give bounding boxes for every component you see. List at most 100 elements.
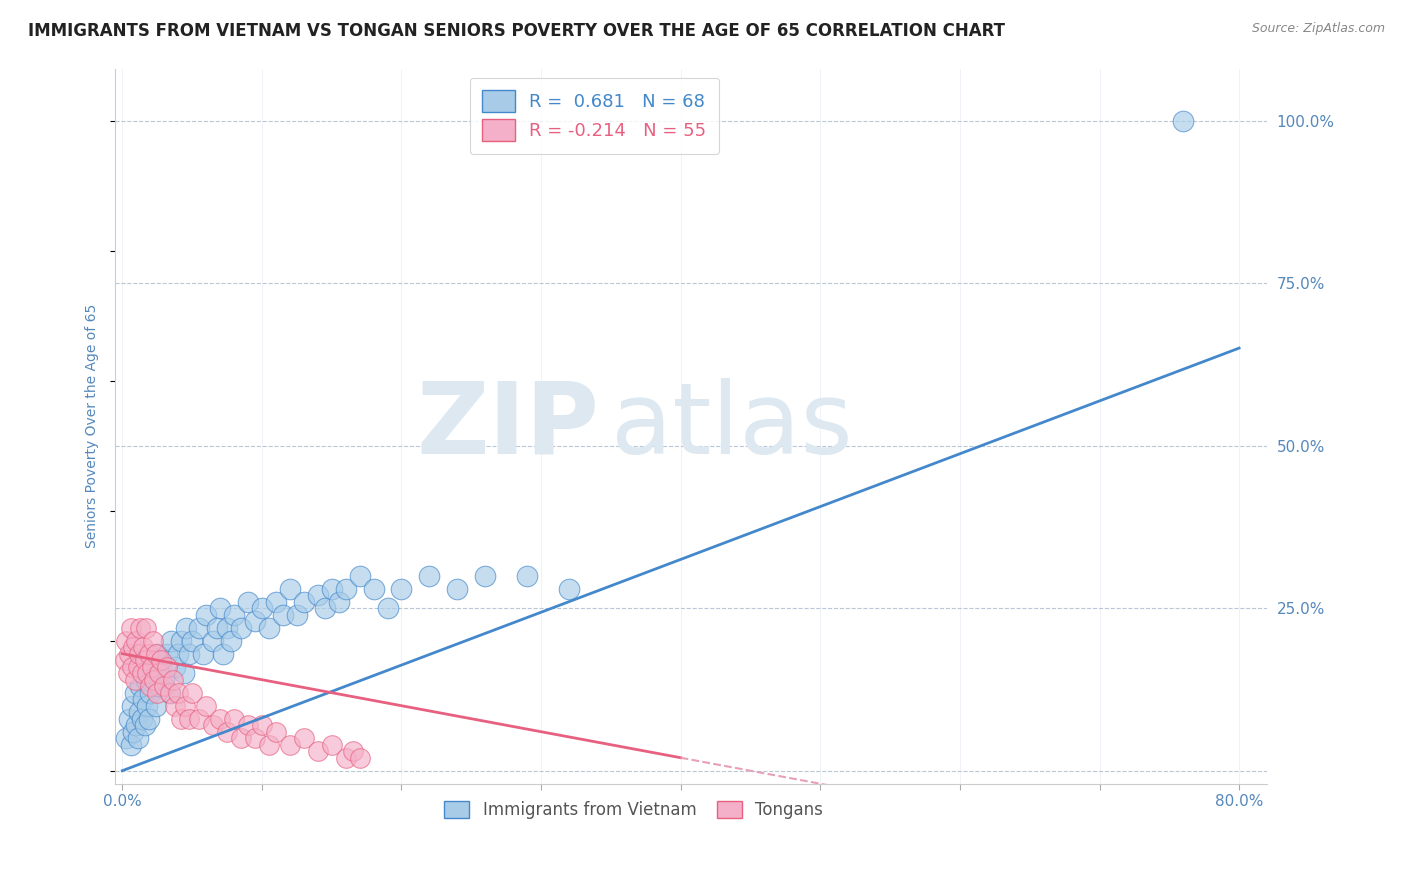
Point xyxy=(321,738,343,752)
Point xyxy=(150,653,173,667)
Point xyxy=(188,621,211,635)
Point xyxy=(271,607,294,622)
Point xyxy=(179,647,201,661)
Point xyxy=(181,686,204,700)
Point xyxy=(156,647,179,661)
Point xyxy=(377,601,399,615)
Point xyxy=(162,673,184,687)
Point xyxy=(314,601,336,615)
Point xyxy=(257,621,280,635)
Point xyxy=(165,698,187,713)
Point xyxy=(292,731,315,746)
Point xyxy=(159,686,181,700)
Point xyxy=(142,633,165,648)
Point xyxy=(153,679,176,693)
Point xyxy=(120,738,142,752)
Point xyxy=(125,633,148,648)
Point xyxy=(208,601,231,615)
Point xyxy=(278,582,301,596)
Point xyxy=(321,582,343,596)
Point xyxy=(132,640,155,655)
Point xyxy=(243,614,266,628)
Point xyxy=(176,621,198,635)
Point xyxy=(257,738,280,752)
Point xyxy=(285,607,308,622)
Point xyxy=(474,568,496,582)
Point xyxy=(264,595,287,609)
Point xyxy=(134,653,156,667)
Point xyxy=(146,647,169,661)
Text: atlas: atlas xyxy=(610,377,852,475)
Point xyxy=(195,607,218,622)
Point xyxy=(335,750,357,764)
Point xyxy=(143,673,166,687)
Point xyxy=(148,679,170,693)
Point xyxy=(243,731,266,746)
Point xyxy=(278,738,301,752)
Point xyxy=(188,712,211,726)
Point xyxy=(136,666,159,681)
Point xyxy=(236,595,259,609)
Point xyxy=(148,666,170,681)
Point xyxy=(335,582,357,596)
Point xyxy=(170,712,193,726)
Point xyxy=(349,568,371,582)
Point xyxy=(205,621,228,635)
Point xyxy=(229,621,252,635)
Point xyxy=(118,712,141,726)
Point xyxy=(138,712,160,726)
Point xyxy=(153,673,176,687)
Point xyxy=(165,659,187,673)
Point xyxy=(391,582,413,596)
Y-axis label: Seniors Poverty Over the Age of 65: Seniors Poverty Over the Age of 65 xyxy=(86,304,100,549)
Point xyxy=(307,588,329,602)
Point xyxy=(139,686,162,700)
Point xyxy=(174,698,197,713)
Point xyxy=(132,692,155,706)
Point xyxy=(193,647,215,661)
Point xyxy=(349,750,371,764)
Point xyxy=(127,659,149,673)
Point xyxy=(201,718,224,732)
Point xyxy=(363,582,385,596)
Point xyxy=(215,724,238,739)
Point xyxy=(558,582,581,596)
Point xyxy=(342,744,364,758)
Point xyxy=(124,686,146,700)
Point xyxy=(127,731,149,746)
Point xyxy=(121,698,143,713)
Point xyxy=(516,568,538,582)
Point xyxy=(114,653,136,667)
Point xyxy=(211,647,233,661)
Point xyxy=(179,712,201,726)
Point xyxy=(135,673,157,687)
Point xyxy=(222,607,245,622)
Point xyxy=(229,731,252,746)
Point xyxy=(115,731,138,746)
Text: IMMIGRANTS FROM VIETNAM VS TONGAN SENIORS POVERTY OVER THE AGE OF 65 CORRELATION: IMMIGRANTS FROM VIETNAM VS TONGAN SENIOR… xyxy=(28,22,1005,40)
Point xyxy=(138,647,160,661)
Point xyxy=(131,712,153,726)
Point xyxy=(141,659,163,673)
Text: ZIP: ZIP xyxy=(416,377,599,475)
Point xyxy=(446,582,468,596)
Point xyxy=(121,659,143,673)
Point xyxy=(418,568,440,582)
Point xyxy=(128,647,150,661)
Point xyxy=(129,679,152,693)
Point xyxy=(160,633,183,648)
Point xyxy=(125,718,148,732)
Point xyxy=(129,621,152,635)
Point xyxy=(170,633,193,648)
Point xyxy=(159,686,181,700)
Point xyxy=(250,718,273,732)
Point xyxy=(145,647,167,661)
Point xyxy=(222,712,245,726)
Legend: Immigrants from Vietnam, Tongans: Immigrants from Vietnam, Tongans xyxy=(437,794,830,825)
Point xyxy=(167,647,190,661)
Point xyxy=(142,666,165,681)
Point xyxy=(122,640,145,655)
Point xyxy=(264,724,287,739)
Point xyxy=(150,659,173,673)
Point xyxy=(136,698,159,713)
